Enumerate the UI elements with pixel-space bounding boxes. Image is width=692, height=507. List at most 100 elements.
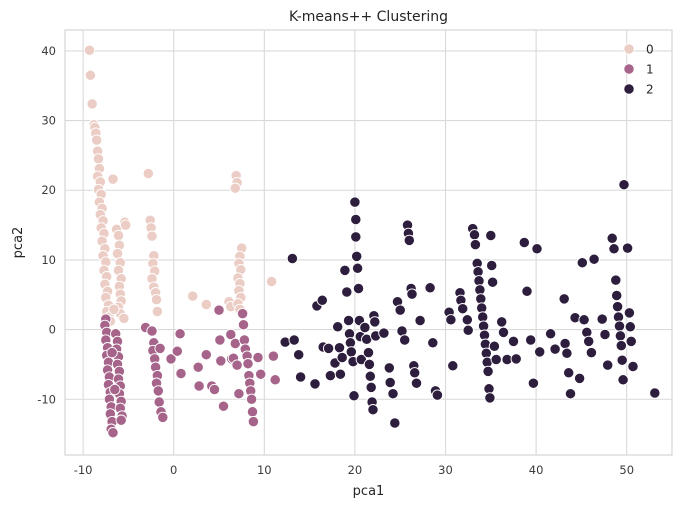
data-point [558,293,570,305]
data-point [215,355,227,367]
data-point [83,44,96,56]
data-point [109,383,121,396]
y-tick-label: 40 [41,44,56,58]
data-point [564,388,577,400]
data-point [394,304,406,316]
data-point [286,252,299,265]
legend-label: 2 [646,83,654,97]
data-point [559,337,571,350]
data-point [488,340,501,352]
data-point [355,353,367,366]
series-1 [99,304,281,439]
data-point [497,326,510,339]
data-point [339,264,351,277]
data-point [351,250,363,263]
y-tick-label: -10 [37,392,56,406]
data-point [294,371,307,383]
data-point [484,392,496,404]
data-point [414,314,426,327]
data-point [621,242,634,254]
data-point [611,300,624,313]
data-point [341,286,353,298]
series-2 [279,179,661,429]
data-point [350,231,362,243]
data-point [490,353,502,366]
data-point [146,325,158,337]
y-axis-label: pca2 [11,227,26,259]
data-point [616,354,628,366]
x-tick-label: 20 [348,463,363,477]
data-point [255,368,267,380]
data-point [146,230,158,242]
data-point [92,153,105,165]
legend-entry: 2 [623,83,654,97]
data-point [576,257,588,269]
data-point [265,275,278,288]
data-point [496,316,508,328]
legend-entry: 1 [623,63,654,77]
data-point [410,377,423,389]
data-point [107,173,119,185]
data-point [399,334,411,346]
data-point [120,219,132,231]
data-point [316,294,328,306]
data-point [588,253,600,265]
data-point [237,319,250,331]
legend-marker [623,43,635,55]
data-point [365,381,377,394]
data-point [378,327,390,339]
data-point [309,378,321,390]
data-point [406,288,418,300]
data-point [333,342,346,354]
data-point [171,345,183,357]
data-point [596,313,608,325]
data-point [242,358,254,370]
data-point [525,334,537,346]
data-point [469,238,482,251]
data-point [578,314,590,326]
data-point [267,350,280,362]
data-point [107,427,119,439]
y-axis-ticks: -10 0 10 20 30 40 [37,44,56,406]
data-point [153,396,165,408]
data-point [510,353,522,365]
data-point [336,351,348,364]
data-point [200,349,212,361]
data-point [409,367,421,379]
data-point [352,282,365,295]
data-point [599,328,611,341]
data-point [649,387,661,399]
data-point [544,328,557,340]
data-point [157,411,169,424]
data-point [288,334,300,346]
data-point [427,337,439,349]
data-point [152,385,164,397]
data-point [174,328,186,340]
data-point [585,346,598,359]
data-point [363,358,376,371]
data-point [573,372,586,385]
data-point [445,314,457,326]
data-point [245,393,258,405]
legend: 0 1 2 [623,43,654,97]
data-point [424,282,436,294]
data-point [151,305,164,318]
y-tick-label: 30 [41,114,56,128]
data-point [531,243,543,255]
data-point [563,367,575,379]
data-point [208,383,221,396]
data-point [367,404,379,416]
data-point [150,293,163,306]
data-point [233,388,245,400]
data-point [486,259,498,272]
data-point [322,342,335,355]
data-point [383,362,395,374]
data-point [486,276,499,288]
data-point [606,232,618,244]
x-tick-label: -10 [74,463,93,477]
data-point [86,98,98,110]
data-point [461,314,473,326]
data-point [364,370,376,382]
grid-lines [65,30,672,455]
data-point [369,316,381,328]
